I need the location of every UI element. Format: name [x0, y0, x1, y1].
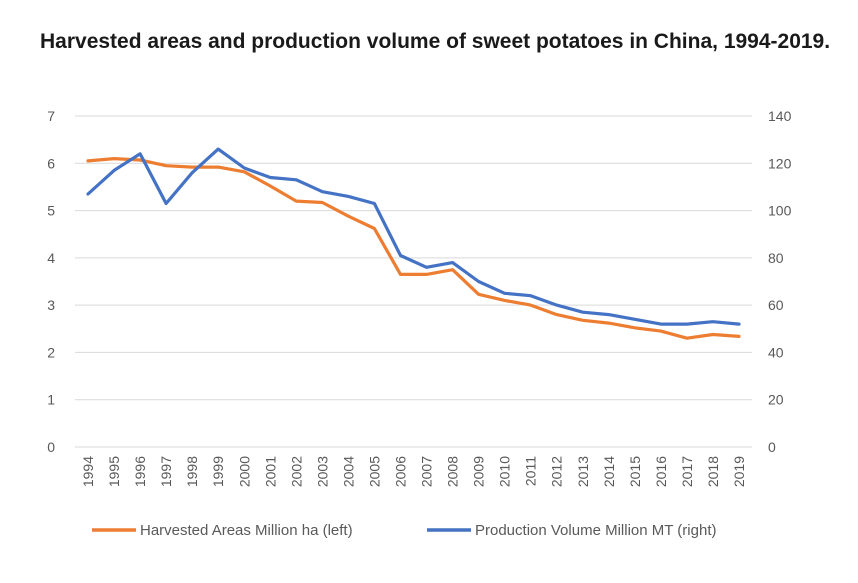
- left-tick-label: 2: [47, 344, 55, 360]
- left-tick-label: 0: [47, 439, 55, 455]
- right-tick-label: 100: [768, 203, 792, 219]
- x-tick-label: 2005: [366, 456, 382, 487]
- legend-label: Harvested Areas Million ha (left): [140, 522, 353, 539]
- right-tick-label: 80: [768, 250, 784, 266]
- x-tick-label: 2014: [601, 456, 617, 487]
- x-tick-label: 2001: [262, 456, 278, 487]
- x-tick-label: 2018: [705, 456, 721, 487]
- series-lines: [86, 147, 741, 340]
- left-axis-ticks: 0 1 2 3 4 5 6 7: [47, 108, 55, 455]
- x-axis-ticks: 1994 1995 1996 1997 1998 1999 2000 2001 2002 2003…: [80, 456, 747, 487]
- left-tick-label: 4: [47, 250, 55, 266]
- series-line-1: [86, 157, 741, 340]
- x-tick-label: 2011: [523, 456, 539, 486]
- x-tick-label: 2007: [419, 456, 435, 487]
- legend-label: Production Volume Million MT (right): [475, 522, 716, 539]
- x-tick-label: 2000: [236, 456, 252, 487]
- x-tick-label: 2003: [314, 456, 330, 487]
- right-tick-label: 0: [768, 439, 776, 455]
- x-tick-label: 2004: [340, 456, 356, 487]
- left-tick-label: 1: [47, 392, 55, 408]
- x-tick-label: 2002: [288, 456, 304, 487]
- x-tick-label: 1999: [210, 456, 226, 487]
- x-tick-label: 1996: [132, 456, 148, 487]
- x-tick-label: 2016: [653, 456, 669, 487]
- x-tick-label: 1998: [184, 456, 200, 487]
- right-tick-label: 140: [768, 108, 792, 124]
- right-tick-label: 60: [768, 297, 784, 313]
- x-tick-label: 2015: [627, 456, 643, 487]
- x-tick-label: 2010: [497, 456, 513, 487]
- left-tick-label: 7: [47, 108, 55, 124]
- x-tick-label: 1997: [158, 456, 174, 487]
- gridlines: [75, 115, 752, 448]
- x-tick-label: 2008: [445, 456, 461, 487]
- x-tick-label: 2013: [575, 456, 591, 487]
- series-line-2: [86, 147, 741, 326]
- left-tick-label: 5: [47, 203, 55, 219]
- left-tick-label: 3: [47, 297, 55, 313]
- legend: Harvested Areas Million ha (left) Product…: [92, 522, 716, 539]
- chart-title: Harvested areas and production volume of…: [40, 30, 831, 53]
- x-tick-label: 2006: [392, 456, 408, 487]
- right-tick-label: 120: [768, 155, 792, 171]
- x-tick-label: 1995: [106, 456, 122, 487]
- x-tick-label: 2017: [679, 456, 695, 487]
- left-tick-label: 6: [47, 155, 55, 171]
- x-tick-label: 2019: [731, 456, 747, 487]
- x-tick-label: 1994: [80, 456, 96, 487]
- right-axis-ticks: 0 20 40 60 80 100 120 140: [768, 108, 792, 455]
- right-tick-label: 40: [768, 344, 784, 360]
- right-tick-label: 20: [768, 392, 784, 408]
- x-tick-label: 2009: [471, 456, 487, 487]
- x-tick-label: 2012: [549, 456, 565, 487]
